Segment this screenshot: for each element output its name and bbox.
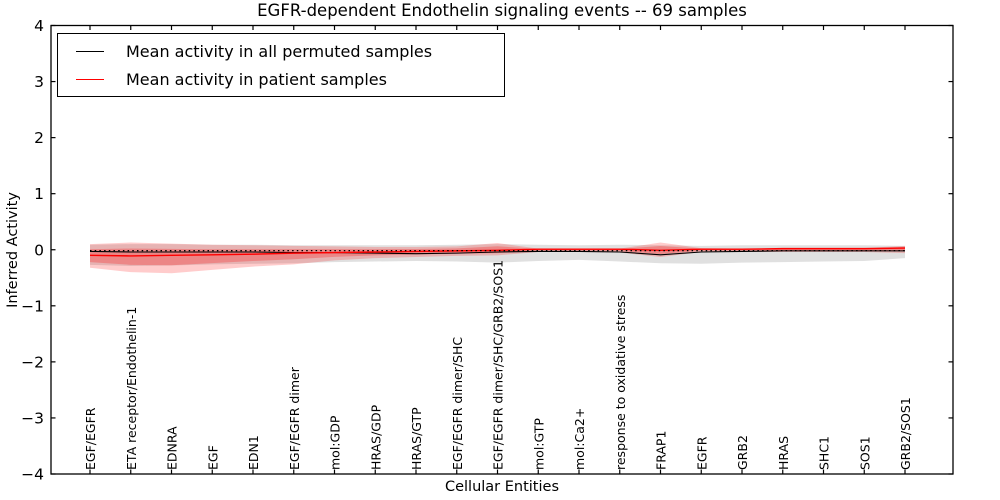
legend-label-patient: Mean activity in patient samples: [126, 69, 387, 89]
x-tick-label: SOS1: [857, 436, 872, 470]
x-tick-label: SHC1: [817, 436, 832, 470]
legend-line-black: [76, 50, 104, 52]
x-axis-label: Cellular Entities: [444, 479, 560, 495]
x-tick-label: EGFR: [694, 436, 709, 470]
x-tick-label: EGF/EGFR: [83, 407, 98, 470]
x-tick-label: mol:Ca2+: [572, 408, 587, 470]
legend-item-permuted: Mean activity in all permuted samples: [76, 40, 504, 62]
y-tick-label: −2: [21, 353, 44, 371]
x-tick-label: mol:GDP: [328, 415, 343, 470]
x-tick-label: response to oxidative stress: [613, 295, 628, 470]
y-tick-label: −1: [21, 297, 44, 315]
x-tick-label: mol:GTP: [531, 418, 546, 470]
x-tick-label: ETA receptor/Endothelin-1: [124, 307, 139, 470]
y-tick-label: 2: [34, 129, 44, 147]
y-tick-label: 3: [34, 73, 44, 91]
x-tick-label: EDN1: [246, 435, 261, 470]
permuted-mean-line: [89, 250, 905, 256]
x-tick-label: HRAS: [776, 436, 791, 470]
legend-item-patient: Mean activity in patient samples: [76, 68, 504, 90]
x-tick-label: EGF/EGFR dimer: [287, 366, 302, 470]
x-tick-label: FRAP1: [654, 431, 669, 470]
x-tick-label: HRAS/GTP: [409, 407, 424, 470]
y-tick-label: 0: [34, 241, 44, 259]
x-tick-label: HRAS/GDP: [368, 404, 383, 470]
y-tick-label: 1: [34, 185, 44, 203]
legend: Mean activity in all permuted samples Me…: [57, 33, 505, 97]
x-tick-label: EDNRA: [165, 426, 180, 470]
y-axis-label: Inferred Activity: [5, 192, 21, 308]
x-tick-label: GRB2/SOS1: [898, 397, 913, 470]
x-tick-label: EGF/EGFR dimer/SHC: [450, 337, 465, 470]
legend-line-red: [76, 78, 104, 80]
x-tick-label: GRB2: [735, 435, 750, 470]
x-tick-label: EGF: [205, 445, 220, 470]
chart-title: EGFR-dependent Endothelin signaling even…: [257, 1, 747, 20]
patient-mean-line: [89, 247, 906, 257]
y-tick-label: −3: [21, 409, 44, 427]
patient-band-inner: [90, 245, 905, 266]
legend-label-permuted: Mean activity in all permuted samples: [126, 41, 433, 61]
y-tick-label: −4: [21, 466, 44, 484]
y-tick-label: 4: [34, 17, 44, 35]
x-tick-label: EGF/EGFR dimer/SHC/GRB2/SOS1: [491, 260, 506, 470]
